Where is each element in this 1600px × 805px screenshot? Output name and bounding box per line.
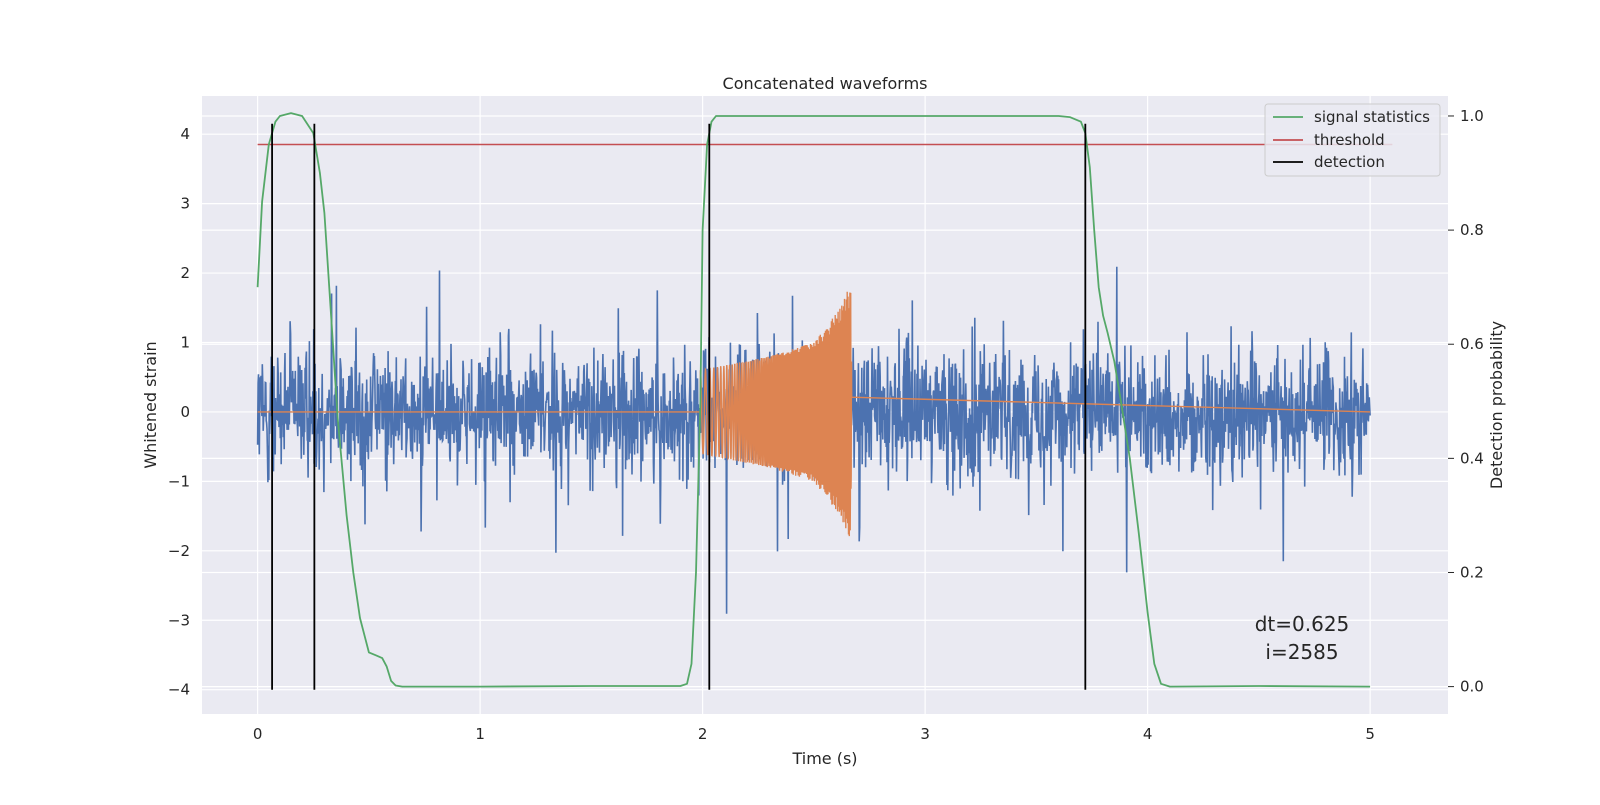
x-tick-label: 4 [1143,725,1153,743]
y-tick-label: −2 [168,542,190,560]
x-axis-label: Time (s) [791,749,857,768]
chart-title: Concatenated waveforms [723,74,928,93]
legend-label-threshold: threshold [1314,131,1385,149]
legend-label-detection: detection [1314,153,1385,171]
x-tick-label: 1 [475,725,485,743]
y-tick-label: −3 [168,611,190,629]
y2-tick-label: 0.2 [1460,563,1484,581]
y-tick-label: 3 [180,195,190,213]
annotation-i: i=2585 [1265,640,1338,664]
series-layer [256,112,1393,690]
x-tick-label: 2 [698,725,708,743]
y-tick-label: 1 [180,334,190,352]
legend: signal statistics threshold detection [1264,103,1441,177]
y2-axis-label: Detection probability [1487,321,1506,489]
template-line [257,291,1371,537]
y-tick-label: 4 [180,125,190,143]
y-tick-label: −1 [168,472,190,490]
y2-tick-label: 1.0 [1460,107,1484,125]
y-tick-label: 2 [180,264,190,282]
y2-tick-label: 0.6 [1460,335,1484,353]
x-tick-label: 0 [253,725,263,743]
y2-tick-label: 0.4 [1460,449,1484,467]
y-tick-label: −4 [168,681,190,699]
y-axis-label: Whitened strain [141,341,160,468]
x-tick-label: 5 [1365,725,1375,743]
legend-box [1264,103,1441,177]
legend-label-signal-statistics: signal statistics [1314,108,1430,126]
x-tick-label: 3 [920,725,930,743]
y-tick-label: 0 [180,403,190,421]
axes-layer: 0 1 2 3 4 5 −4 −3 −2 −1 0 1 2 3 4 0.0 0.2 0.4 0.6 0.8 1.0 [168,107,1484,743]
y2-tick-label: 0.8 [1460,221,1484,239]
signal-statistics-line [256,112,1371,688]
annotation-dt: dt=0.625 [1255,612,1350,636]
y2-tick-label: 0.0 [1460,678,1484,696]
